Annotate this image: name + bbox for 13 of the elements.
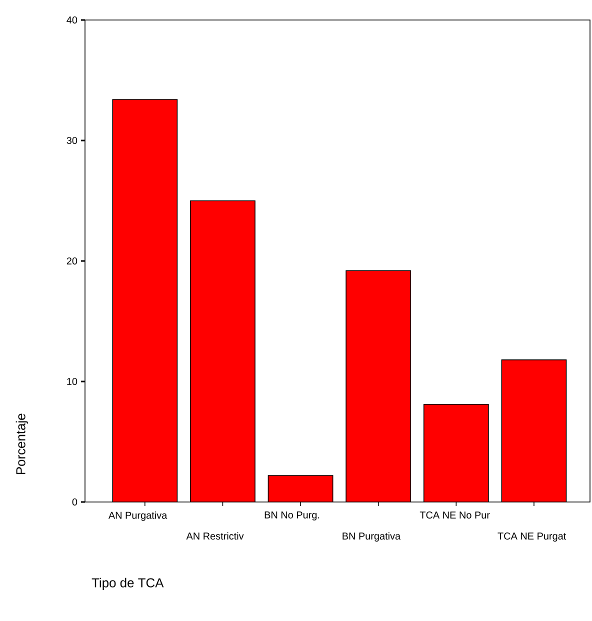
x-tick-label: BN No Purg. — [264, 512, 320, 520]
y-tick-label: 0 — [72, 498, 78, 506]
y-tick-label: 20 — [66, 257, 78, 265]
y-axis-title: Porcentaje — [16, 414, 28, 474]
y-tick-label: 10 — [67, 378, 78, 386]
y-tick-label: 30 — [66, 136, 78, 144]
x-tick-label: AN Purgativa — [108, 512, 168, 521]
x-tick-label: AN Restrictiv — [186, 532, 244, 540]
x-tick-label: TCA NE No Pur — [420, 512, 490, 519]
x-axis-title: Tipo de TCA — [92, 578, 164, 590]
y-tick-label: 40 — [66, 16, 78, 24]
x-tick-label: TCA NE Purgat — [498, 532, 566, 542]
x-tick-label: BN Purgativa — [342, 532, 401, 542]
